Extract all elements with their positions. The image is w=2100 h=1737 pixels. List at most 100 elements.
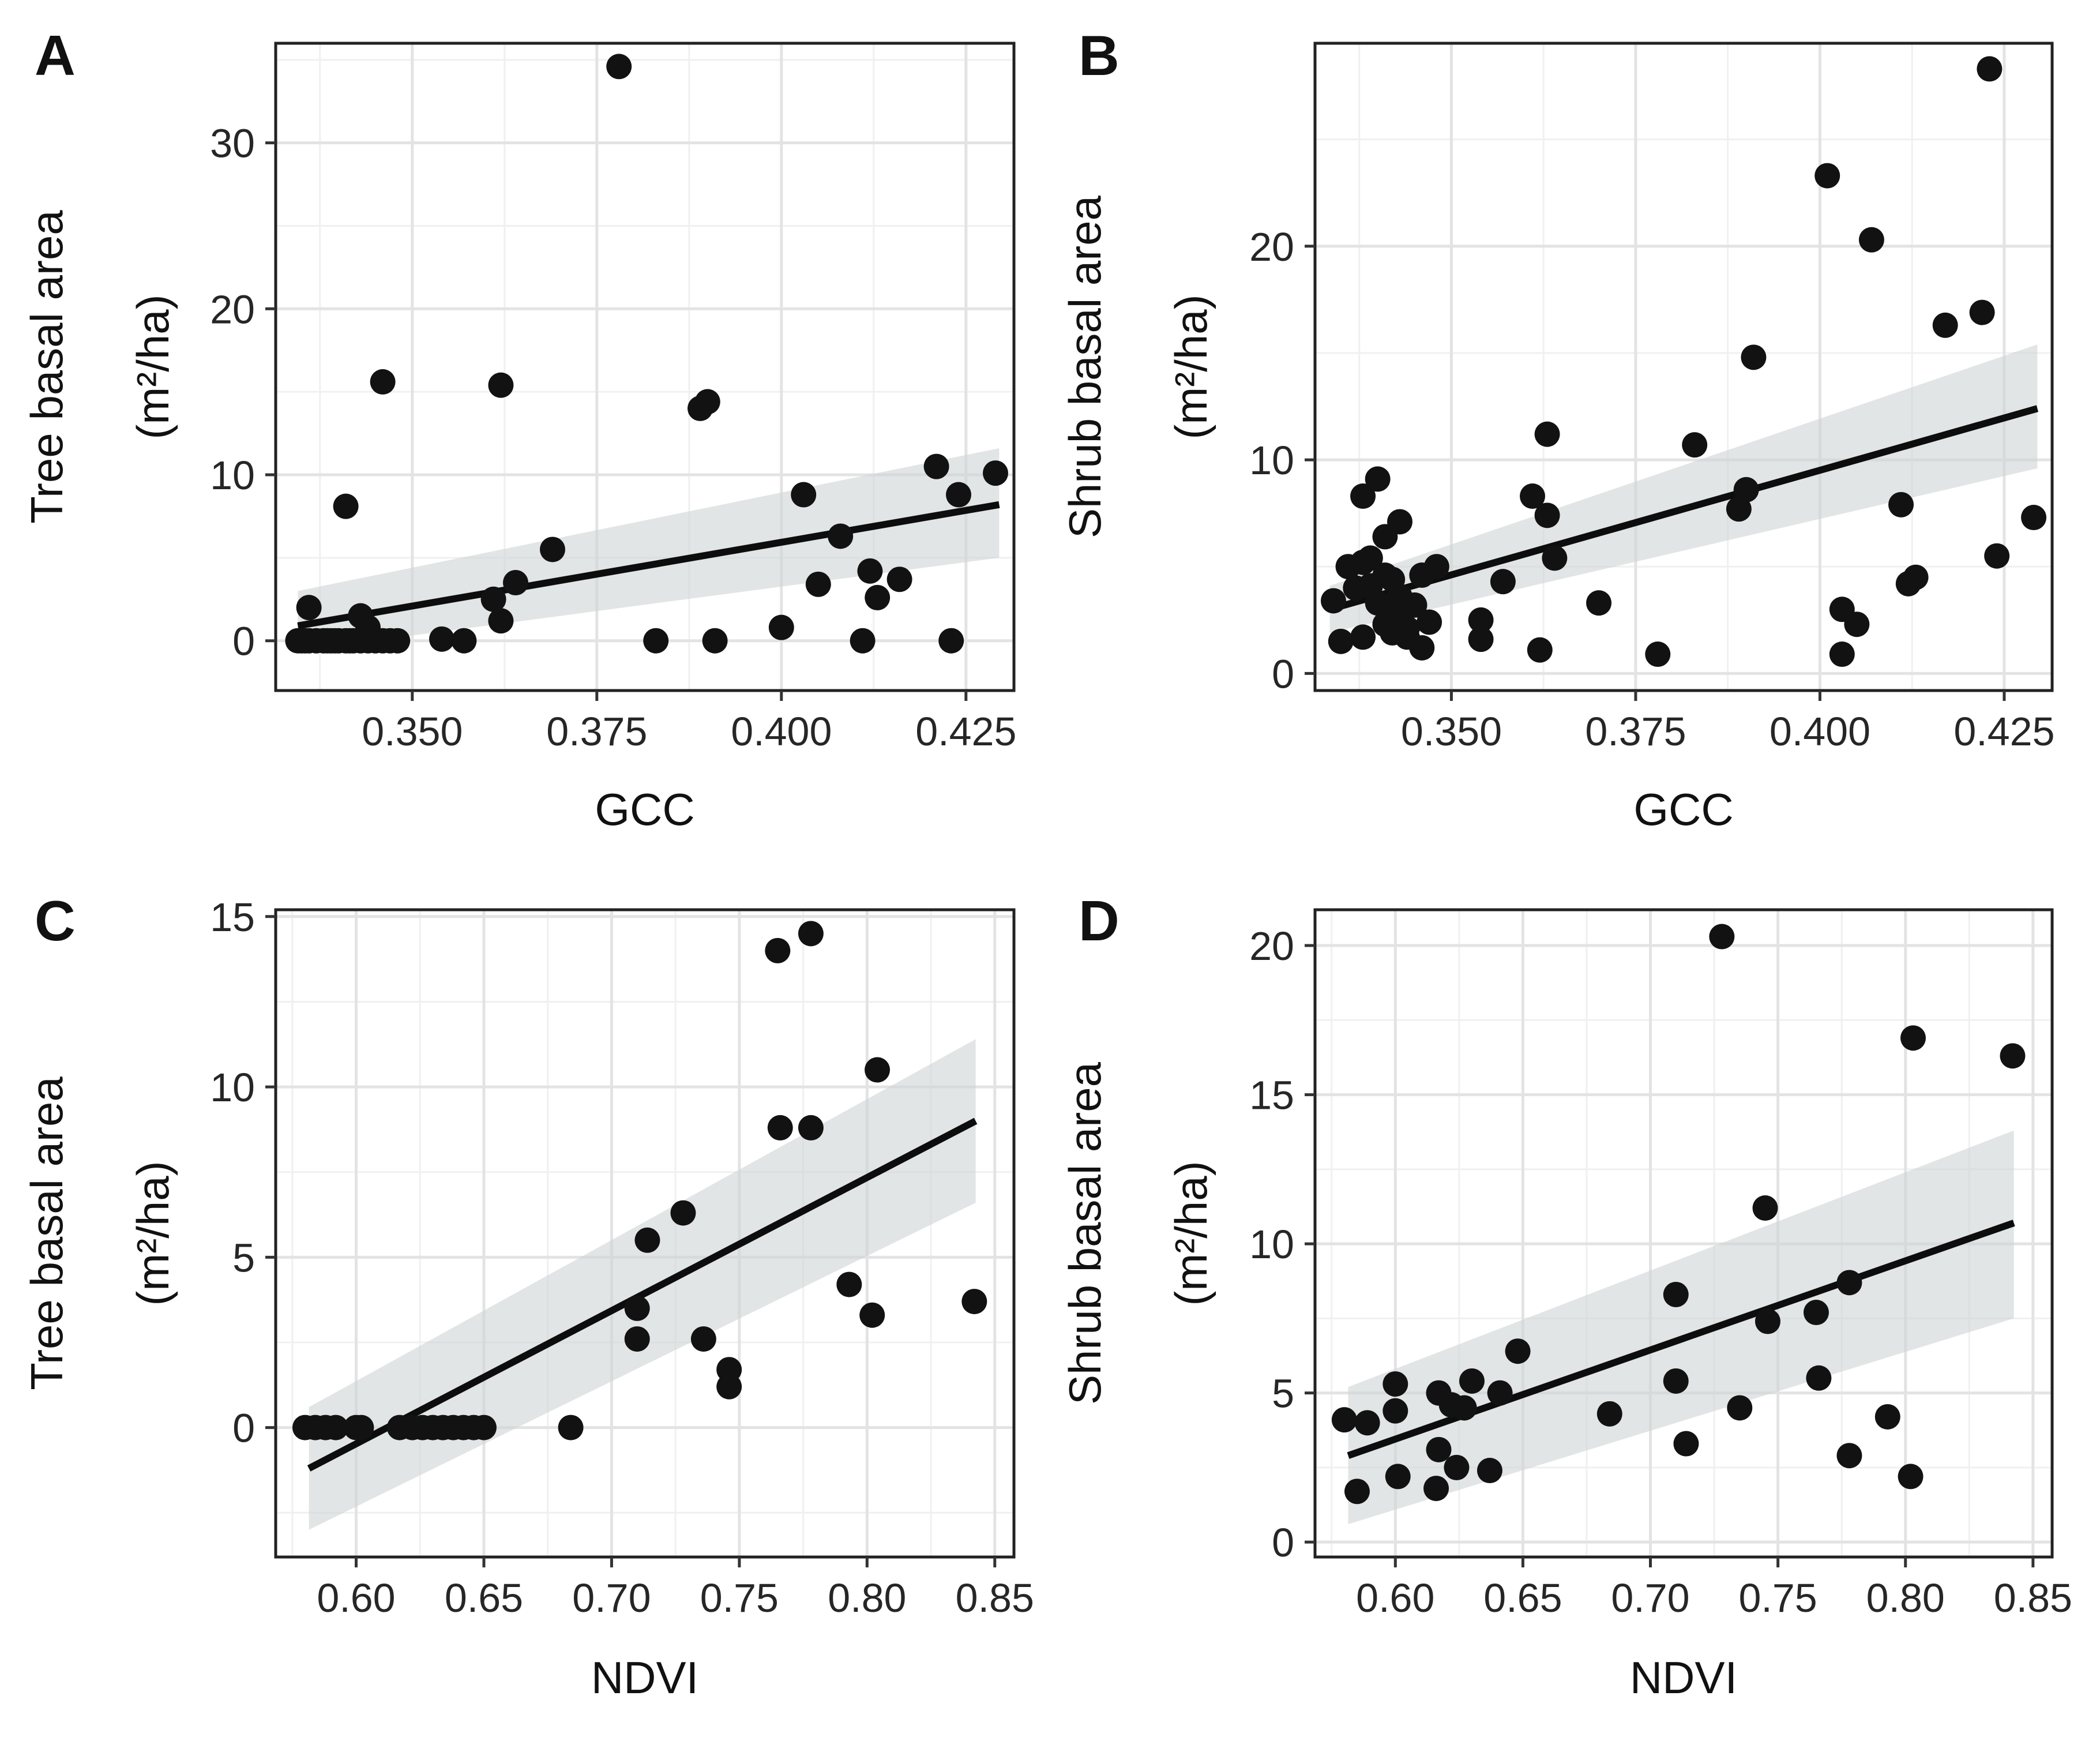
data-point <box>385 628 411 654</box>
panel-b-fit-layer <box>1328 405 2039 613</box>
x-tick-label: 0.85 <box>1994 1575 2072 1620</box>
data-point <box>558 1415 584 1440</box>
data-point <box>1682 432 1708 458</box>
panel-c: 0.60 0.65 0.70 0.75 0.80 0.85 0 5 10 15 C NDVI T… <box>21 889 1034 1703</box>
x-tick-label: 0.80 <box>1866 1575 1945 1620</box>
data-point <box>2000 1043 2026 1069</box>
panel-d-y-axis-title-line2: (m²/ha) <box>1166 1161 1216 1305</box>
data-point <box>2021 505 2047 531</box>
data-point <box>798 921 824 947</box>
data-point <box>429 626 454 652</box>
data-point <box>1984 543 2010 569</box>
y-tick-label: 5 <box>232 1235 255 1280</box>
data-point <box>886 567 912 592</box>
data-point <box>643 628 669 654</box>
x-tick-label: 0.400 <box>731 709 832 754</box>
data-point <box>961 1289 987 1315</box>
data-point <box>1733 477 1759 502</box>
data-point <box>471 1415 497 1440</box>
data-point <box>828 523 854 549</box>
data-point <box>1806 1365 1832 1391</box>
x-tick-label: 0.65 <box>445 1575 523 1620</box>
panel-d-frame <box>1313 908 2054 1559</box>
data-point <box>836 1271 862 1297</box>
panel-a-y-axis-title-line2: (m²/ha) <box>127 294 178 439</box>
data-point <box>1468 607 1494 633</box>
data-point <box>634 1227 660 1253</box>
panel-d-y-axis-title-line1: Shrub basal area <box>1060 1061 1110 1405</box>
data-point <box>333 493 359 519</box>
data-point <box>1365 466 1391 492</box>
x-tick-label: 0.375 <box>546 709 647 754</box>
data-point <box>370 369 396 395</box>
data-point <box>694 389 720 415</box>
data-point <box>1383 1371 1408 1397</box>
y-tick-label: 20 <box>1249 224 1294 269</box>
data-point <box>1331 1407 1357 1433</box>
data-point <box>1385 1464 1411 1490</box>
y-tick-label: 10 <box>1249 1222 1294 1267</box>
panel-c-x-axis-title: NDVI <box>591 1652 698 1703</box>
data-point <box>1874 1404 1900 1430</box>
data-point <box>1357 545 1383 571</box>
y-tick-label: 10 <box>210 453 255 498</box>
data-point <box>1977 56 2003 82</box>
panel-b: 0.350 0.375 0.400 0.425 0 10 20 B GCC Shrub b… <box>1060 24 2055 835</box>
data-point <box>1459 1368 1485 1394</box>
data-point <box>348 1415 374 1440</box>
panel-c-fit-layer <box>307 1117 978 1472</box>
data-point <box>1387 509 1412 535</box>
panel-a-y-axis-title-line1: Tree basal area <box>21 210 72 524</box>
data-point <box>1534 421 1560 447</box>
data-point <box>296 595 322 621</box>
regression-line <box>1328 405 2039 613</box>
data-point <box>1645 641 1671 667</box>
data-point <box>1741 344 1767 370</box>
x-tick-label: 0.70 <box>572 1575 651 1620</box>
data-point <box>1829 641 1855 667</box>
confidence-band <box>309 1039 976 1530</box>
data-point <box>768 614 794 640</box>
y-tick-label: 5 <box>1272 1371 1294 1416</box>
x-tick-label: 0.60 <box>1356 1575 1434 1620</box>
data-point <box>765 937 791 963</box>
panel-c-x-ticks: 0.60 0.65 0.70 0.75 0.80 0.85 <box>317 1557 1034 1620</box>
panel-a-y-ticks: 0 10 20 30 <box>210 121 276 664</box>
panel-b-x-axis-title: GCC <box>1633 784 1733 835</box>
data-point <box>850 628 876 654</box>
confidence-band <box>298 448 1000 651</box>
panel-a-confidence-band-layer <box>298 448 1000 651</box>
data-point <box>946 482 971 508</box>
data-point <box>670 1200 696 1226</box>
data-point <box>624 1326 650 1352</box>
panel-b-frame <box>1313 42 2054 692</box>
y-tick-label: 15 <box>210 895 255 940</box>
data-point <box>1858 227 1884 253</box>
data-point <box>1815 163 1840 189</box>
x-tick-label: 0.350 <box>362 709 463 754</box>
data-point <box>1663 1281 1689 1307</box>
panel-a-frame <box>274 42 1016 692</box>
panel-d: 0.60 0.65 0.70 0.75 0.80 0.85 0 5 10 15 20 D NDVI… <box>1060 889 2072 1703</box>
y-tick-label: 0 <box>1272 651 1294 696</box>
data-point <box>1417 609 1442 635</box>
y-tick-label: 10 <box>1249 438 1294 483</box>
data-point <box>1426 1436 1452 1462</box>
data-point <box>716 1374 742 1400</box>
regression-line <box>297 501 1000 629</box>
panel-b-letter: B <box>1079 24 1120 87</box>
regression-line <box>307 1117 978 1472</box>
data-point <box>1755 1308 1780 1334</box>
data-point <box>1586 590 1612 616</box>
data-point <box>859 1302 885 1328</box>
y-tick-label: 20 <box>1249 924 1294 969</box>
panel-a-fit-layer <box>297 501 1000 629</box>
data-point <box>1527 637 1553 663</box>
data-point <box>857 558 883 584</box>
data-point <box>488 608 514 634</box>
data-point <box>1898 1464 1924 1490</box>
data-point <box>540 537 565 562</box>
panel-c-points <box>292 921 987 1440</box>
x-tick-label: 0.85 <box>956 1575 1034 1620</box>
x-tick-label: 0.425 <box>1954 709 2054 754</box>
